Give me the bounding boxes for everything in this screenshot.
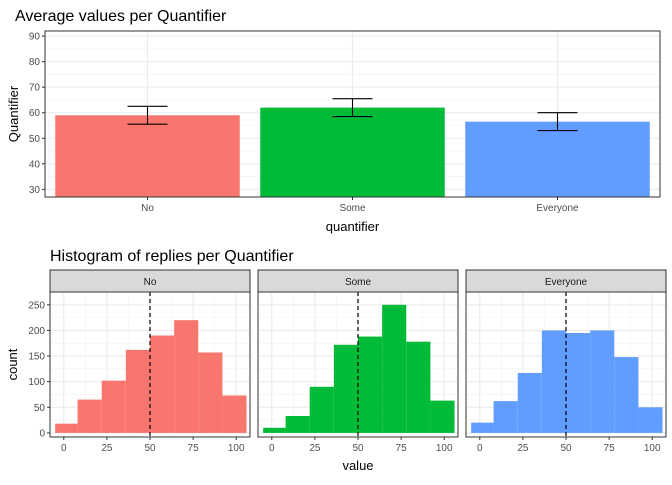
x-tick-label: 100 [436, 443, 453, 454]
y-tick-label: 100 [28, 377, 45, 388]
x-tick-label: 100 [228, 443, 245, 454]
y-tick-label: 90 [29, 32, 41, 43]
y-tick-label: 0 [39, 428, 45, 439]
y-tick-label: 30 [29, 185, 41, 196]
histogram-bar [263, 427, 286, 433]
x-tick-label: 25 [517, 443, 529, 454]
histogram-bar [174, 320, 199, 433]
y-tick-label: 200 [28, 326, 45, 337]
bar-everyone [465, 121, 650, 197]
histogram-bar [101, 380, 126, 433]
x-tick-label: 75 [604, 443, 616, 454]
histogram-bar [493, 401, 518, 433]
y-tick-label: 80 [29, 57, 41, 68]
histogram-bar [285, 415, 310, 433]
bar-no [55, 115, 240, 197]
y-tick-label: 50 [34, 403, 46, 414]
facet-strip-label: No [144, 277, 157, 288]
x-tick-label: Some [339, 203, 366, 214]
x-tick-label: 25 [309, 443, 321, 454]
histogram-bar [77, 399, 102, 433]
x-axis-title: value [342, 458, 373, 473]
histogram-bar [471, 422, 494, 433]
plot-panel-border [44, 30, 661, 198]
x-tick-label: No [141, 203, 154, 214]
histogram-bar [309, 386, 334, 433]
top-bar-chart: 30 40 50 60 70 80 90 No Some Everyone quantifier Qu… [6, 30, 661, 234]
histogram-bar [125, 349, 150, 433]
x-tick-label: 0 [477, 443, 483, 454]
bottom-chart-title: Histogram of replies per Quantifier [50, 248, 294, 265]
x-tick-label: 0 [269, 443, 275, 454]
facet-no: No 0 25 50 75 100 0 50 100 150 200 250 [28, 269, 251, 454]
histogram-bar [541, 330, 566, 433]
top-chart-title: Average values per Quantifier [15, 8, 227, 25]
x-tick-label: 50 [144, 443, 156, 454]
bar-some [260, 107, 445, 197]
x-tick-label: Everyone [536, 203, 579, 214]
histogram-bar [150, 335, 175, 433]
histogram-bar [55, 423, 78, 433]
x-axis-title: quantifier [326, 219, 380, 234]
facet-everyone: Everyone 0 25 50 75 100 [465, 269, 667, 454]
x-tick-label: 50 [560, 443, 572, 454]
histogram-bar [406, 341, 431, 433]
histogram-bar [358, 336, 383, 433]
y-tick-label: 150 [28, 352, 45, 363]
x-tick-label: 75 [188, 443, 200, 454]
y-axis-title: Quantifier [6, 85, 21, 142]
y-tick-label: 60 [29, 108, 41, 119]
histogram-bar [198, 352, 223, 433]
facet-some: Some 0 25 50 75 100 [257, 269, 459, 454]
facet-strip-label: Some [345, 277, 372, 288]
histogram-bar [430, 400, 455, 433]
histogram-bar [614, 357, 639, 433]
histogram-bar [333, 344, 358, 433]
x-tick-label: 75 [396, 443, 408, 454]
facet-strip-label: Everyone [545, 277, 588, 288]
histogram-bar [566, 332, 591, 433]
y-axis-title: count [5, 348, 20, 380]
histogram-bar [517, 372, 542, 433]
histogram-bar [638, 407, 663, 433]
y-tick-label: 70 [29, 83, 41, 94]
x-tick-label: 100 [644, 443, 661, 454]
histogram-bar [590, 330, 615, 433]
x-tick-label: 25 [101, 443, 113, 454]
y-tick-label: 250 [28, 300, 45, 311]
histogram-bar [382, 304, 407, 433]
y-tick-label: 40 [29, 159, 41, 170]
y-tick-label: 50 [29, 134, 41, 145]
x-tick-label: 0 [61, 443, 67, 454]
histogram-bar [222, 395, 247, 433]
x-tick-label: 50 [352, 443, 364, 454]
